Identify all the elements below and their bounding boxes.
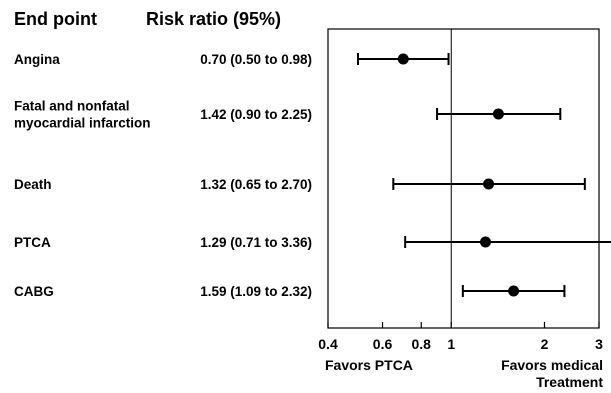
point-estimate	[483, 178, 495, 190]
point-estimate	[397, 53, 409, 65]
x-tick-label: 3	[595, 336, 603, 352]
row-labels: Angina Fatal and nonfatal myocardial infar…	[14, 52, 151, 299]
favors-medical-label-line2: Treatment	[536, 374, 603, 390]
x-tick-label: 1	[447, 336, 455, 352]
risk-ratio-text: 0.70 (0.50 to 0.98)	[200, 52, 312, 67]
endpoint-label: Fatal and nonfatal	[14, 99, 130, 114]
favors-medical-label: Favors medical	[501, 357, 603, 373]
endpoint-label: Death	[14, 177, 52, 192]
x-tick-label: 0.6	[373, 336, 393, 352]
point-estimate	[492, 108, 504, 120]
x-axis-tick-labels: 0.4 0.6 0.8 1 2 3	[318, 336, 603, 352]
header-endpoint: End point	[14, 9, 97, 29]
x-axis-ticks	[327, 322, 600, 328]
risk-ratio-text: 1.32 (0.65 to 2.70)	[200, 177, 312, 192]
endpoint-label: Angina	[14, 52, 60, 67]
endpoint-label: CABG	[14, 284, 54, 299]
risk-ratio-text: 1.29 (0.71 to 3.36)	[200, 235, 312, 250]
favors-ptca-label: Favors PTCA	[325, 357, 413, 373]
ci-texts: 0.70 (0.50 to 0.98) 1.42 (0.90 to 2.25) 1.…	[200, 52, 312, 299]
x-tick-label: 2	[541, 336, 549, 352]
x-tick-label: 0.4	[318, 336, 338, 352]
header-risk-ratio: Risk ratio (95%)	[146, 9, 281, 29]
plot-frame	[327, 28, 600, 329]
endpoint-label: myocardial infarction	[14, 116, 151, 131]
endpoint-label: PTCA	[14, 235, 51, 250]
point-estimate	[508, 285, 520, 297]
risk-ratio-text: 1.59 (1.09 to 2.32)	[200, 284, 312, 299]
risk-ratio-text: 1.42 (0.90 to 2.25)	[200, 107, 312, 122]
forest-marks	[357, 53, 611, 297]
point-estimate	[479, 236, 491, 248]
x-tick-label: 0.8	[411, 336, 431, 352]
